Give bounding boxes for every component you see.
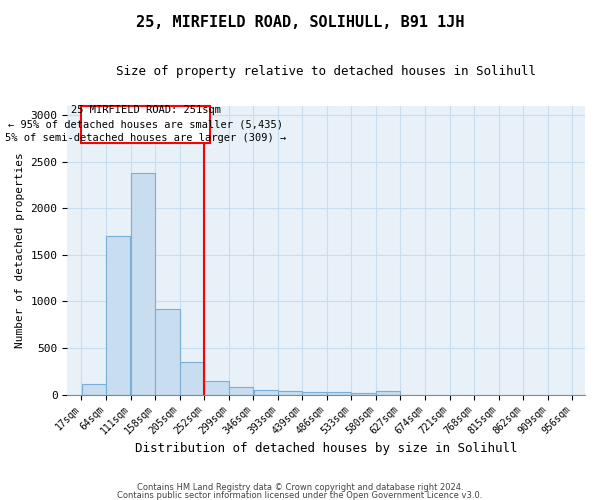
- Text: 25 MIRFIELD ROAD: 251sqm
← 95% of detached houses are smaller (5,435)
5% of semi: 25 MIRFIELD ROAD: 251sqm ← 95% of detach…: [5, 105, 286, 143]
- Title: Size of property relative to detached houses in Solihull: Size of property relative to detached ho…: [116, 65, 536, 78]
- Bar: [106, 236, 130, 394]
- Bar: [131, 172, 155, 394]
- X-axis label: Distribution of detached houses by size in Solihull: Distribution of detached houses by size …: [135, 442, 517, 455]
- Bar: [180, 362, 204, 394]
- Bar: [82, 384, 106, 394]
- Bar: [155, 309, 179, 394]
- Bar: [327, 392, 351, 394]
- Bar: [205, 380, 229, 394]
- Bar: [278, 391, 302, 394]
- Bar: [82, 106, 210, 143]
- Bar: [352, 393, 376, 394]
- Text: Contains public sector information licensed under the Open Government Licence v3: Contains public sector information licen…: [118, 490, 482, 500]
- Bar: [229, 388, 253, 394]
- Bar: [376, 391, 400, 394]
- Y-axis label: Number of detached properties: Number of detached properties: [15, 152, 25, 348]
- Bar: [302, 392, 326, 394]
- Text: 25, MIRFIELD ROAD, SOLIHULL, B91 1JH: 25, MIRFIELD ROAD, SOLIHULL, B91 1JH: [136, 15, 464, 30]
- Bar: [254, 390, 278, 394]
- Text: Contains HM Land Registry data © Crown copyright and database right 2024.: Contains HM Land Registry data © Crown c…: [137, 484, 463, 492]
